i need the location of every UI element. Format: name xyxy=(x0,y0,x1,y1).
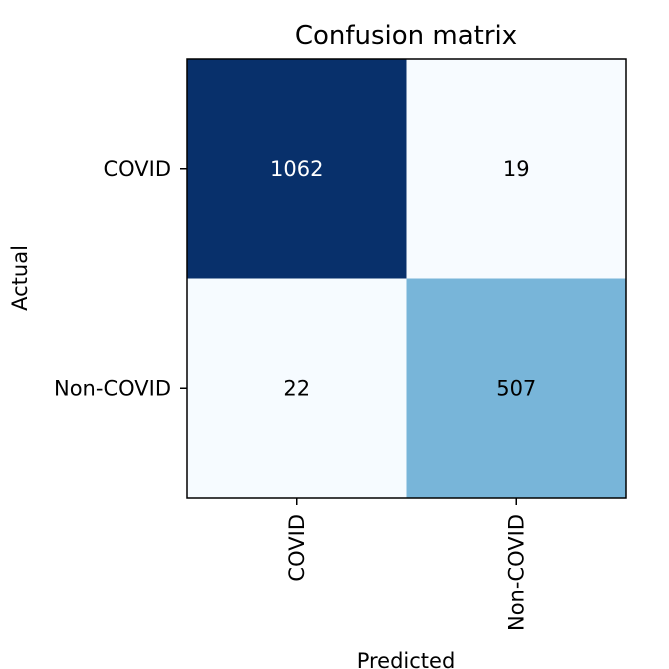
heatmap-cell-labels: 1062 19 22 507 xyxy=(270,157,536,401)
plot-frame xyxy=(186,58,627,499)
x-tick-label-2: Non-COVID xyxy=(504,514,528,631)
heatmap-cell-1-2 xyxy=(406,59,627,279)
heatmap-cell-2-1 xyxy=(187,278,407,499)
x-axis-ticks: COVID Non-COVID xyxy=(285,498,528,631)
heatmap-cell-2-2 xyxy=(406,278,627,499)
x-axis-label: Predicted xyxy=(357,649,456,669)
cell-value-label-1-2: 19 xyxy=(503,157,530,181)
x-tick-label-1: COVID xyxy=(285,514,309,582)
cell-value-label-2-2: 507 xyxy=(496,376,536,400)
y-axis-label: Actual xyxy=(8,245,32,311)
chart-title: Confusion matrix xyxy=(295,21,517,51)
y-axis-ticks: COVID Non-COVID xyxy=(54,157,187,400)
cell-value-label-2-1: 22 xyxy=(283,376,310,400)
heatmap-cells xyxy=(187,59,627,499)
y-tick-label-1: COVID xyxy=(103,157,171,181)
y-tick-label-2: Non-COVID xyxy=(54,376,171,400)
heatmap-cell-1-1 xyxy=(187,59,407,279)
cell-value-label-1-1: 1062 xyxy=(270,157,323,181)
